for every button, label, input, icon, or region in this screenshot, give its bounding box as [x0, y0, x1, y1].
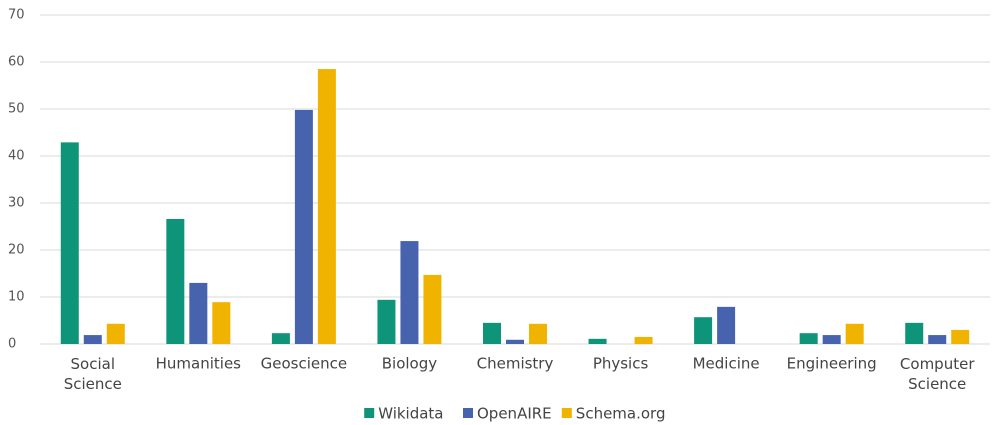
bar [106, 323, 125, 344]
bar [271, 333, 290, 344]
bar [60, 142, 79, 344]
bar [845, 323, 864, 344]
bar [717, 306, 736, 344]
y-tick-label: 0 [8, 337, 16, 352]
x-tick-label: Geoscience [261, 355, 347, 373]
bar [212, 302, 231, 344]
bar [928, 335, 947, 344]
bar [294, 109, 313, 344]
bar [189, 282, 208, 344]
y-tick-label: 70 [8, 8, 25, 23]
y-tick-label: 20 [8, 243, 25, 258]
x-tick-label: Biology [382, 355, 438, 373]
x-tick-label: Humanities [156, 355, 242, 373]
bar [529, 323, 547, 344]
bar [905, 322, 924, 344]
bar [951, 329, 970, 344]
x-tick-label: Medicine [693, 355, 760, 373]
y-tick-label: 60 [8, 55, 25, 70]
bar [588, 338, 607, 344]
y-tick-label: 10 [8, 290, 25, 305]
legend-swatch [561, 408, 572, 418]
bar [506, 339, 524, 344]
bar [377, 299, 396, 344]
x-tick-label: Social Science [64, 355, 122, 393]
y-tick-label: 50 [8, 102, 25, 117]
bar [634, 336, 653, 344]
bar [694, 317, 713, 344]
bar [423, 274, 442, 344]
legend-label: Schema.org [576, 405, 666, 423]
legend-label: OpenAIRE [477, 405, 552, 423]
x-tick-label: Physics [593, 355, 649, 373]
x-tick-label: Computer Science [900, 355, 975, 393]
bar [83, 335, 102, 344]
bar [799, 333, 818, 344]
x-tick-label: Chemistry [477, 355, 554, 373]
legend-swatch [463, 408, 473, 418]
bar [822, 335, 841, 344]
legend-swatch [364, 408, 375, 418]
y-tick-label: 40 [8, 149, 25, 164]
bar [400, 241, 419, 344]
legend-label: Wikidata [378, 405, 443, 423]
y-tick-label: 30 [8, 196, 25, 211]
bar [483, 322, 501, 344]
x-tick-label: Engineering [787, 355, 877, 373]
bar [166, 218, 185, 344]
bar [317, 69, 336, 345]
